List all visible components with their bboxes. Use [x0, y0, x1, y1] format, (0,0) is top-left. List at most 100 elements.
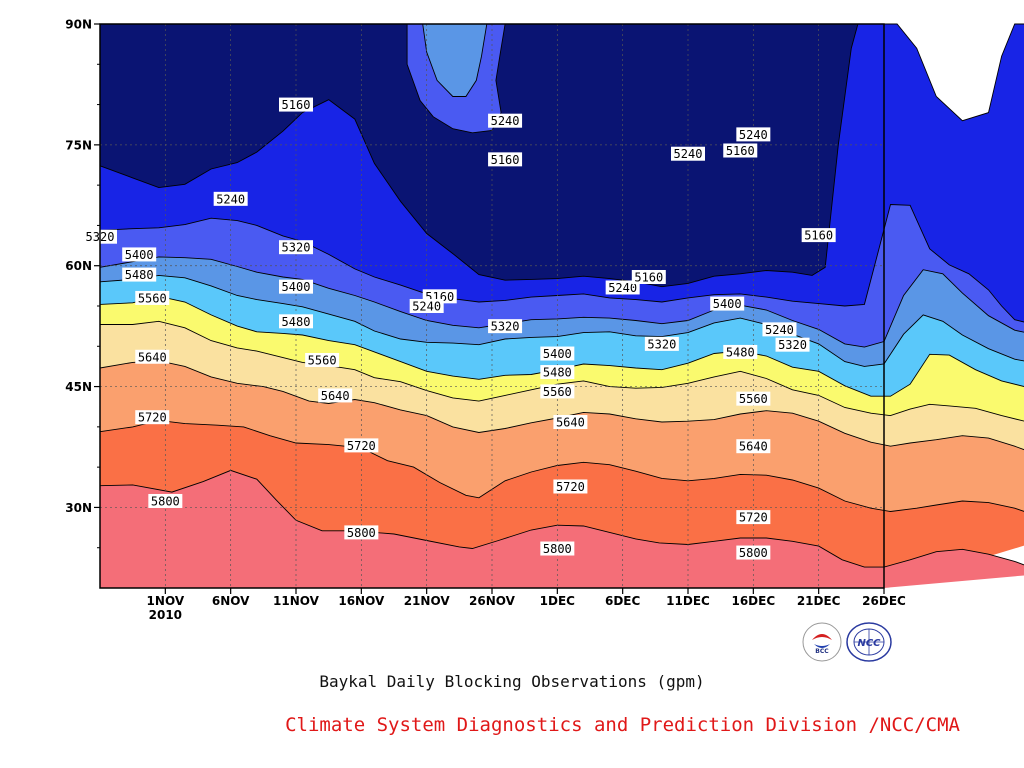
contour-label-38: 5720 — [739, 511, 768, 525]
contour-label-37: 5640 — [739, 440, 768, 454]
x-tick-label-10: 21DEC — [797, 594, 841, 608]
contour-label-10: 5480 — [125, 268, 154, 282]
contour-label-box-26 — [540, 365, 575, 380]
contour-label-21: 5800 — [347, 526, 376, 540]
contour-label-2: 5160 — [491, 153, 520, 167]
y-tick-label-1: 45N — [65, 380, 92, 394]
contour-label-box-39 — [736, 545, 771, 560]
contour-label-9: 5400 — [125, 248, 154, 262]
contour-label-box-2 — [488, 152, 523, 167]
contour-label-34: 5400 — [713, 297, 742, 311]
contour-line-5240 — [99, 204, 1024, 323]
x-tick-label-7: 6DEC — [605, 594, 641, 608]
y-tick-label-3: 75N — [65, 138, 92, 152]
contour-label-box-28 — [553, 415, 588, 430]
contour-label-box-11 — [135, 290, 170, 305]
contour-label-32: 5160 — [634, 270, 663, 284]
x-tick-label-8: 11DEC — [666, 594, 710, 608]
axis-layer: 1NOV 6NOV 11NOV 16NOV 21NOV 26NOV 1DEC 6DEC 11DE… — [65, 18, 906, 623]
contour-line-5560 — [100, 320, 1024, 422]
contour-label-35: 5480 — [726, 345, 755, 359]
contour-label-box-34 — [710, 296, 745, 311]
contour-label-box-31 — [605, 280, 640, 295]
contour-label-27: 5560 — [543, 385, 572, 399]
contour-label-14: 5800 — [151, 494, 180, 508]
contour-label-box-10 — [122, 267, 157, 282]
contour-label-24: 5320 — [491, 320, 520, 334]
contour-label-7: 5240 — [216, 192, 245, 206]
x-tick-label-3: 16NOV — [338, 594, 385, 608]
contour-label-box-27 — [540, 384, 575, 399]
contour-label-20: 5720 — [347, 439, 376, 453]
svg-text:BCC: BCC — [815, 648, 829, 655]
contour-label-box-40 — [762, 322, 797, 337]
x-tick-label-1: 6NOV — [212, 594, 250, 608]
contour-label-box-13 — [135, 410, 170, 425]
contour-label-1: 5240 — [491, 114, 520, 128]
contour-label-box-7 — [213, 191, 248, 206]
contour-label-box-35 — [723, 344, 758, 359]
contour-line-5400 — [99, 274, 1024, 367]
contour-label-39: 5800 — [739, 546, 768, 560]
contour-label-41: 5320 — [778, 338, 807, 352]
contour-label-box-1 — [488, 113, 523, 128]
x-tick-label-2: 11NOV — [273, 594, 320, 608]
contour-label-25: 5400 — [543, 347, 572, 361]
contour-label-box-20 — [344, 438, 379, 453]
contour-label-30: 5800 — [543, 542, 572, 556]
contour-label-26: 5480 — [543, 366, 572, 380]
contour-label-box-17 — [279, 314, 313, 329]
contour-line-5800 — [99, 469, 1024, 568]
contour-label-box-23 — [409, 299, 444, 313]
contour-label-box-6 — [801, 228, 836, 243]
contour-label-box-37 — [736, 439, 771, 454]
contour-label-box-16 — [279, 279, 313, 294]
contour-label-box-41 — [775, 337, 810, 352]
contour-label-box-38 — [736, 510, 771, 525]
chart-title: Baykal Daily Blocking Observations (gpm) — [319, 672, 705, 691]
contour-label-box-14 — [148, 493, 183, 508]
y-tick-label-2: 60N — [65, 259, 92, 273]
contour-label-36: 5560 — [739, 392, 768, 406]
contour-label-box-0 — [279, 97, 313, 112]
contour-label-box-30 — [540, 541, 575, 556]
contour-blob-5240 — [422, 23, 488, 97]
contour-label-6: 5160 — [804, 229, 833, 243]
contour-label-40: 5240 — [765, 323, 794, 337]
bcc-logo-icon: BCC — [802, 622, 842, 662]
contour-label-box-19 — [318, 388, 353, 403]
contour-label-box-4 — [723, 143, 758, 158]
contour-label-33: 5320 — [647, 337, 676, 351]
contour-label-3: 5240 — [674, 147, 703, 161]
contour-label-box-32 — [631, 269, 666, 284]
contour-label-box-15 — [279, 240, 313, 255]
x-tick-label-9: 16DEC — [731, 594, 775, 608]
contour-line-5320 — [99, 256, 1024, 348]
contour-line-5720 — [99, 419, 1024, 512]
contour-label-29: 5720 — [556, 480, 585, 494]
contour-label-18: 5560 — [308, 353, 337, 367]
svg-text:NCC: NCC — [857, 638, 881, 649]
contour-label-4: 5160 — [726, 144, 755, 158]
contour-label-box-21 — [344, 525, 379, 540]
contour-label-box-9 — [122, 247, 157, 262]
contour-line-5480 — [99, 295, 1024, 397]
contour-label-31: 5240 — [608, 281, 637, 295]
plot-area — [99, 23, 1024, 588]
contour-label-19: 5640 — [321, 389, 350, 403]
contour-label-28: 5640 — [556, 416, 585, 430]
contour-label-box-24 — [488, 319, 523, 334]
contour-label-box-33 — [644, 336, 679, 351]
contour-label-box-3 — [671, 146, 705, 161]
x-tick-label-11: 26DEC — [862, 594, 906, 608]
ncc-logo-icon: NCC — [846, 622, 892, 662]
x-tick-label-5: 26NOV — [469, 594, 516, 608]
x-tick-label-6: 1DEC — [540, 594, 576, 608]
x-tick-label-4: 21NOV — [404, 594, 451, 608]
contour-label-17: 5480 — [282, 315, 311, 329]
contour-line-5640 — [99, 360, 1024, 451]
contour-label-11: 5560 — [138, 291, 167, 305]
contour-label-16: 5400 — [282, 280, 311, 294]
